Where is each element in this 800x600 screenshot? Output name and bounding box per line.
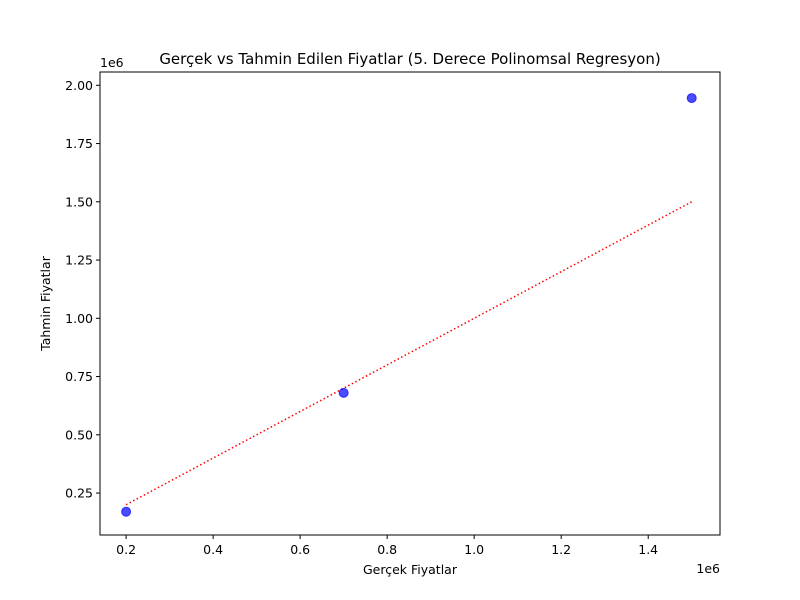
x-tick-label: 0.6	[290, 542, 310, 557]
x-axis-ticks: 0.2 0.4 0.6 0.8 1.0 1.2 1.4	[116, 535, 658, 557]
y-tick-label: 1.75	[65, 136, 93, 151]
scatter-point	[686, 93, 697, 104]
x-axis-label: Gerçek Fiyatlar	[363, 562, 458, 577]
y-tick-label: 0.50	[65, 427, 93, 442]
chart-title: Gerçek vs Tahmin Edilen Fiyatlar (5. Der…	[159, 50, 660, 68]
reference-line	[125, 201, 693, 506]
scatter-point	[338, 387, 349, 398]
x-tick-label: 0.8	[377, 542, 397, 557]
x-tick-label: 1.2	[551, 542, 571, 557]
x-tick-label: 0.4	[203, 542, 223, 557]
x-axis-offset-text: 1e6	[696, 561, 720, 576]
data-layer	[121, 93, 697, 517]
y-tick-label: 2.00	[65, 78, 93, 93]
plot-area	[99, 71, 721, 536]
scatter-point	[121, 506, 132, 517]
x-tick-label: 0.2	[116, 542, 136, 557]
y-axis-ticks: 0.25 0.50 0.75 1.00 1.25 1.50 1.75 2.00	[65, 78, 100, 501]
y-tick-label: 1.25	[65, 253, 93, 268]
y-tick-label: 0.25	[65, 486, 93, 501]
x-tick-label: 1.0	[464, 542, 484, 557]
y-tick-label: 1.00	[65, 311, 93, 326]
y-tick-label: 0.75	[65, 369, 93, 384]
y-axis-label: Tahmin Fiyatlar	[38, 255, 53, 352]
plot-frame	[99, 71, 721, 536]
x-tick-label: 1.4	[638, 542, 658, 557]
y-tick-label: 1.50	[65, 194, 93, 209]
y-axis-offset-text: 1e6	[100, 55, 124, 70]
